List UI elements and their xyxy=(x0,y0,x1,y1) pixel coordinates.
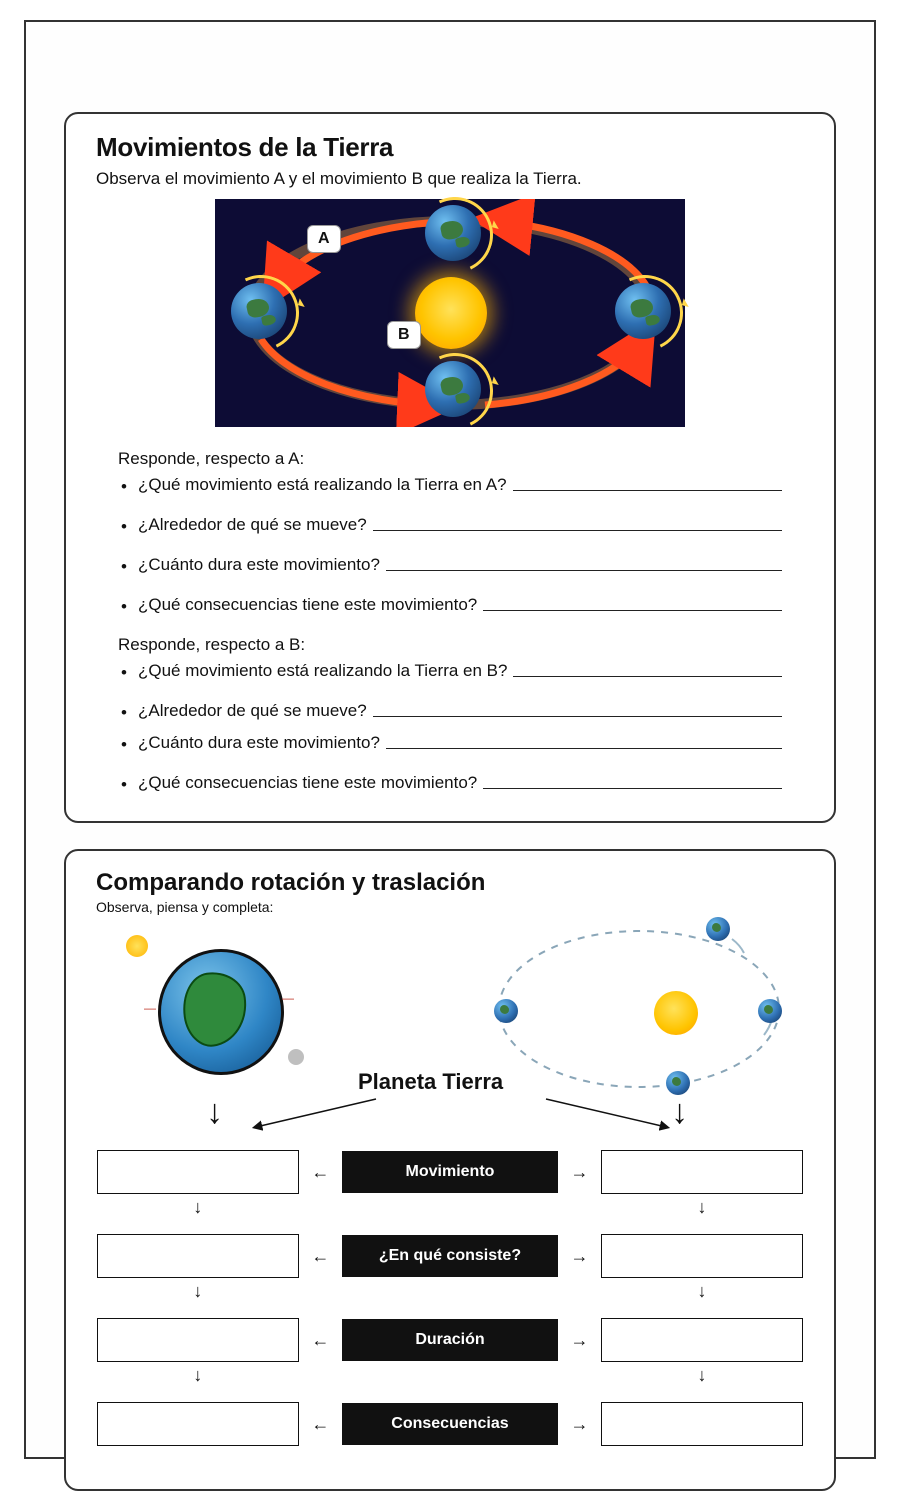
right-arrow-icon: → xyxy=(559,1401,600,1447)
card2-title: Comparando rotación y traslación xyxy=(96,869,804,897)
down-arrow-icon: ↓ xyxy=(193,1197,202,1218)
label-b: B xyxy=(387,321,421,349)
table-row: ← ¿En qué consiste? → xyxy=(96,1233,804,1279)
left-arrow-icon: ← xyxy=(300,1317,341,1363)
orbit-diagram: A B xyxy=(215,199,685,427)
moon-icon xyxy=(288,1049,304,1065)
bullet-icon: • xyxy=(118,478,130,495)
table-row: ← Duración → xyxy=(96,1317,804,1363)
question-text: ¿Qué consecuencias tiene este movimiento… xyxy=(138,773,477,793)
down-arrow-icon: ↓ xyxy=(671,1093,688,1132)
earth-icon xyxy=(231,283,287,339)
heading-a: Responde, respecto a A: xyxy=(118,449,782,469)
worksheet-frame: Movimientos de la Tierra Observa el movi… xyxy=(24,20,876,1459)
answer-box[interactable] xyxy=(601,1150,803,1194)
question-line: • ¿Cuánto dura este movimiento? xyxy=(118,733,782,753)
bullet-icon: • xyxy=(118,664,130,681)
bullet-icon: • xyxy=(118,736,130,753)
left-arrow-icon: ← xyxy=(300,1233,341,1279)
question-text: ¿Qué movimiento está realizando la Tierr… xyxy=(138,661,507,681)
orbit-ellipse xyxy=(474,921,784,1096)
question-text: ¿Alrededor de qué se mueve? xyxy=(138,701,367,721)
heading-b: Responde, respecto a B: xyxy=(118,635,782,655)
label-a: A xyxy=(307,225,341,253)
left-arrow-icon: ← xyxy=(300,1401,341,1447)
bullet-icon: • xyxy=(118,704,130,721)
down-arrow-icon: ↓ xyxy=(698,1281,707,1302)
mini-earth-icon xyxy=(494,999,518,1023)
axis-mark: — xyxy=(144,1001,156,1015)
questions-a: Responde, respecto a A: • ¿Qué movimient… xyxy=(96,435,804,793)
earth-icon xyxy=(425,361,481,417)
bullet-icon: • xyxy=(118,518,130,535)
axis-mark: — xyxy=(282,991,294,1005)
mini-orbit-diagram xyxy=(474,921,784,1096)
question-line: • ¿Alrededor de qué se mueve? xyxy=(118,515,782,535)
mini-sun-icon xyxy=(654,991,698,1035)
right-arrow-icon: → xyxy=(559,1149,600,1195)
mini-earth-icon xyxy=(706,917,730,941)
answer-blank[interactable] xyxy=(513,490,782,491)
answer-blank[interactable] xyxy=(483,788,782,789)
globe-icon xyxy=(158,949,284,1075)
tiny-sun-icon xyxy=(126,935,148,957)
answer-box[interactable] xyxy=(601,1402,803,1446)
answer-blank[interactable] xyxy=(483,610,782,611)
category-label: Duración xyxy=(342,1319,558,1361)
card1-subtitle: Observa el movimiento A y el movimiento … xyxy=(96,169,804,189)
question-text: ¿Qué consecuencias tiene este movimiento… xyxy=(138,595,477,615)
page: Movimientos de la Tierra Observa el movi… xyxy=(0,0,900,1479)
compare-table: ← Movimiento → ↓↓ ← ¿En qué consiste? → … xyxy=(96,1131,804,1465)
mini-earth-icon xyxy=(758,999,782,1023)
down-arrow-icon: ↓ xyxy=(698,1197,707,1218)
answer-box[interactable] xyxy=(601,1318,803,1362)
answer-box[interactable] xyxy=(97,1402,299,1446)
question-line: • ¿Qué consecuencias tiene este movimien… xyxy=(118,773,782,793)
question-line: • ¿Qué movimiento está realizando la Tie… xyxy=(118,475,782,495)
answer-blank[interactable] xyxy=(513,676,782,677)
answer-box[interactable] xyxy=(97,1150,299,1194)
question-line: • ¿Qué consecuencias tiene este movimien… xyxy=(118,595,782,615)
bullet-icon: • xyxy=(118,558,130,575)
question-line: • ¿Cuánto dura este movimiento? xyxy=(118,555,782,575)
question-line: • ¿Alrededor de qué se mueve? xyxy=(118,701,782,721)
connector-lines xyxy=(296,1079,636,1127)
question-text: ¿Cuánto dura este movimiento? xyxy=(138,733,380,753)
card1-title: Movimientos de la Tierra xyxy=(96,132,804,163)
compare-illustration: — — Planeta Tierra ↓ xyxy=(96,921,804,1131)
earth-icon xyxy=(425,205,481,261)
category-label: ¿En qué consiste? xyxy=(342,1235,558,1277)
question-text: ¿Qué movimiento está realizando la Tierr… xyxy=(138,475,507,495)
card-comparando: Comparando rotación y traslación Observa… xyxy=(64,849,836,1491)
category-label: Movimiento xyxy=(342,1151,558,1193)
down-arrow-icon: ↓ xyxy=(206,1093,223,1132)
down-arrow-icon: ↓ xyxy=(193,1281,202,1302)
bullet-icon: • xyxy=(118,598,130,615)
right-arrow-icon: → xyxy=(559,1317,600,1363)
table-row: ← Movimiento → xyxy=(96,1149,804,1195)
right-arrow-icon: → xyxy=(559,1233,600,1279)
answer-box[interactable] xyxy=(97,1234,299,1278)
question-text: ¿Cuánto dura este movimiento? xyxy=(138,555,380,575)
card-movimientos: Movimientos de la Tierra Observa el movi… xyxy=(64,112,836,823)
answer-box[interactable] xyxy=(601,1234,803,1278)
answer-blank[interactable] xyxy=(386,748,782,749)
question-line: • ¿Qué movimiento está realizando la Tie… xyxy=(118,661,782,681)
mini-earth-icon xyxy=(666,1071,690,1095)
left-arrow-icon: ← xyxy=(300,1149,341,1195)
sun-icon xyxy=(415,277,487,349)
earth-icon xyxy=(615,283,671,339)
answer-blank[interactable] xyxy=(386,570,782,571)
answer-box[interactable] xyxy=(97,1318,299,1362)
question-text: ¿Alrededor de qué se mueve? xyxy=(138,515,367,535)
table-row: ← Consecuencias → xyxy=(96,1401,804,1447)
answer-blank[interactable] xyxy=(373,716,782,717)
down-arrow-icon: ↓ xyxy=(193,1365,202,1386)
bullet-icon: • xyxy=(118,776,130,793)
down-arrow-icon: ↓ xyxy=(698,1365,707,1386)
category-label: Consecuencias xyxy=(342,1403,558,1445)
answer-blank[interactable] xyxy=(373,530,782,531)
card2-subtitle: Observa, piensa y completa: xyxy=(96,899,804,915)
